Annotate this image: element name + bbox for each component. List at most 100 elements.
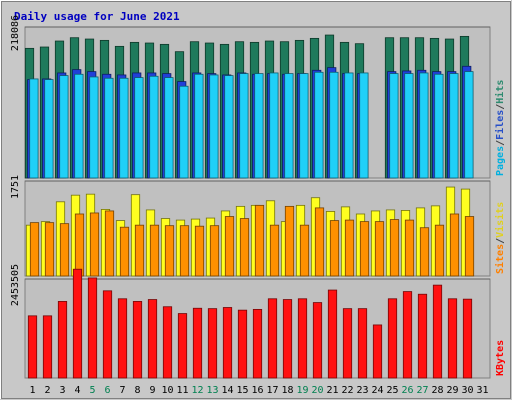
kbytes-bar: [87, 277, 98, 379]
top-legend: Pages/Files/Hits: [494, 80, 506, 176]
sites-bar: [329, 220, 340, 277]
kbytes-bar: [447, 298, 458, 379]
bottom-panel: 2453505 KBytes: [10, 264, 506, 379]
bottom-legend: KBytes: [495, 340, 506, 376]
pages-bar: [329, 71, 339, 179]
x-tick-label: 21: [326, 385, 338, 396]
chart-title: Daily usage for June 2021: [14, 10, 180, 23]
kbytes-bar: [162, 306, 173, 379]
x-tick-label: 18: [281, 385, 293, 396]
bottom-max-label: 2453505: [10, 264, 21, 306]
x-tick-label: 25: [386, 385, 398, 396]
pages-bar: [209, 74, 219, 179]
kbytes-bar: [432, 284, 443, 379]
pages-bar: [134, 77, 144, 179]
pages-bar: [254, 73, 264, 179]
sites-bar: [389, 219, 400, 277]
chart-panels: 218086Pages/Files/Hits1751Sites/Visits24…: [10, 15, 506, 379]
pages-bar: [29, 78, 39, 179]
x-tick-label: 4: [74, 385, 80, 396]
pages-bar: [74, 73, 84, 179]
x-tick-label: 20: [311, 385, 323, 396]
legend-item: Visits: [494, 202, 506, 238]
x-tick-label: 3: [59, 385, 65, 396]
kbytes-bar: [267, 298, 278, 379]
legend-item: /: [495, 238, 506, 244]
kbytes-bar: [42, 315, 53, 379]
kbytes-bar: [312, 302, 323, 379]
x-tick-label: 31: [476, 385, 488, 396]
sites-bar: [269, 224, 280, 277]
pages-bar: [359, 72, 369, 179]
pages-bar: [194, 73, 204, 179]
kbytes-bar: [327, 289, 338, 379]
sites-bar: [119, 226, 130, 277]
sites-bar: [449, 213, 460, 277]
sites-bar: [284, 205, 295, 277]
kbytes-bar: [102, 290, 113, 379]
kbytes-bar: [132, 301, 143, 379]
sites-series: [29, 204, 475, 277]
pages-bar: [269, 72, 279, 179]
kbytes-series: [27, 268, 473, 379]
kbytes-bar: [297, 298, 308, 379]
legend-item: Files: [494, 110, 506, 140]
pages-bar: [164, 77, 174, 179]
kbytes-bar: [177, 313, 188, 379]
sites-bar: [359, 221, 370, 277]
sites-bar: [254, 204, 265, 277]
x-tick-label: 6: [104, 385, 110, 396]
x-tick-label: 17: [266, 385, 278, 396]
pages-bar: [179, 85, 189, 179]
pages-bar: [344, 72, 354, 179]
kbytes-bar: [462, 298, 473, 379]
pages-bar: [404, 73, 414, 179]
sites-bar: [404, 219, 415, 277]
kbytes-bar: [72, 268, 83, 379]
kbytes-bar: [402, 291, 413, 379]
sites-bar: [164, 225, 175, 277]
pages-series: [29, 71, 474, 179]
sites-bar: [149, 224, 160, 277]
legend-item: Hits: [494, 80, 506, 104]
sites-bar: [239, 218, 250, 277]
kbytes-bar: [357, 308, 368, 379]
x-tick-label: 24: [371, 385, 383, 396]
sites-bar: [419, 227, 430, 277]
legend-item: /: [495, 104, 506, 110]
x-tick-label: 16: [251, 385, 263, 396]
pages-bar: [224, 75, 234, 179]
sites-bar: [464, 216, 475, 277]
sites-bar: [374, 221, 385, 277]
kbytes-bar: [282, 299, 293, 379]
sites-bar: [194, 225, 205, 277]
pages-bar: [89, 76, 99, 179]
pages-bar: [299, 73, 309, 179]
sites-bar: [434, 224, 445, 277]
x-tick-label: 12: [191, 385, 203, 396]
x-tick-label: 11: [176, 385, 188, 396]
x-tick-label: 22: [341, 385, 353, 396]
kbytes-bar: [237, 309, 248, 379]
kbytes-bar: [207, 308, 218, 379]
x-tick-label: 26: [401, 385, 413, 396]
sites-bar: [134, 224, 145, 277]
kbytes-bar: [192, 307, 203, 379]
x-tick-label: 27: [416, 385, 428, 396]
x-tick-label: 1: [29, 385, 35, 396]
sites-bar: [344, 219, 355, 277]
kbytes-bar: [57, 301, 68, 379]
pages-bar: [104, 77, 114, 179]
x-tick-label: 9: [149, 385, 155, 396]
pages-bar: [314, 71, 324, 179]
middle-max-label: 1751: [10, 175, 21, 199]
kbytes-bar: [387, 298, 398, 379]
sites-bar: [44, 222, 55, 277]
x-tick-label: 28: [431, 385, 443, 396]
x-tick-label: 30: [461, 385, 473, 396]
pages-bar: [389, 73, 399, 179]
pages-bar: [44, 79, 54, 179]
x-tick-label: 23: [356, 385, 368, 396]
